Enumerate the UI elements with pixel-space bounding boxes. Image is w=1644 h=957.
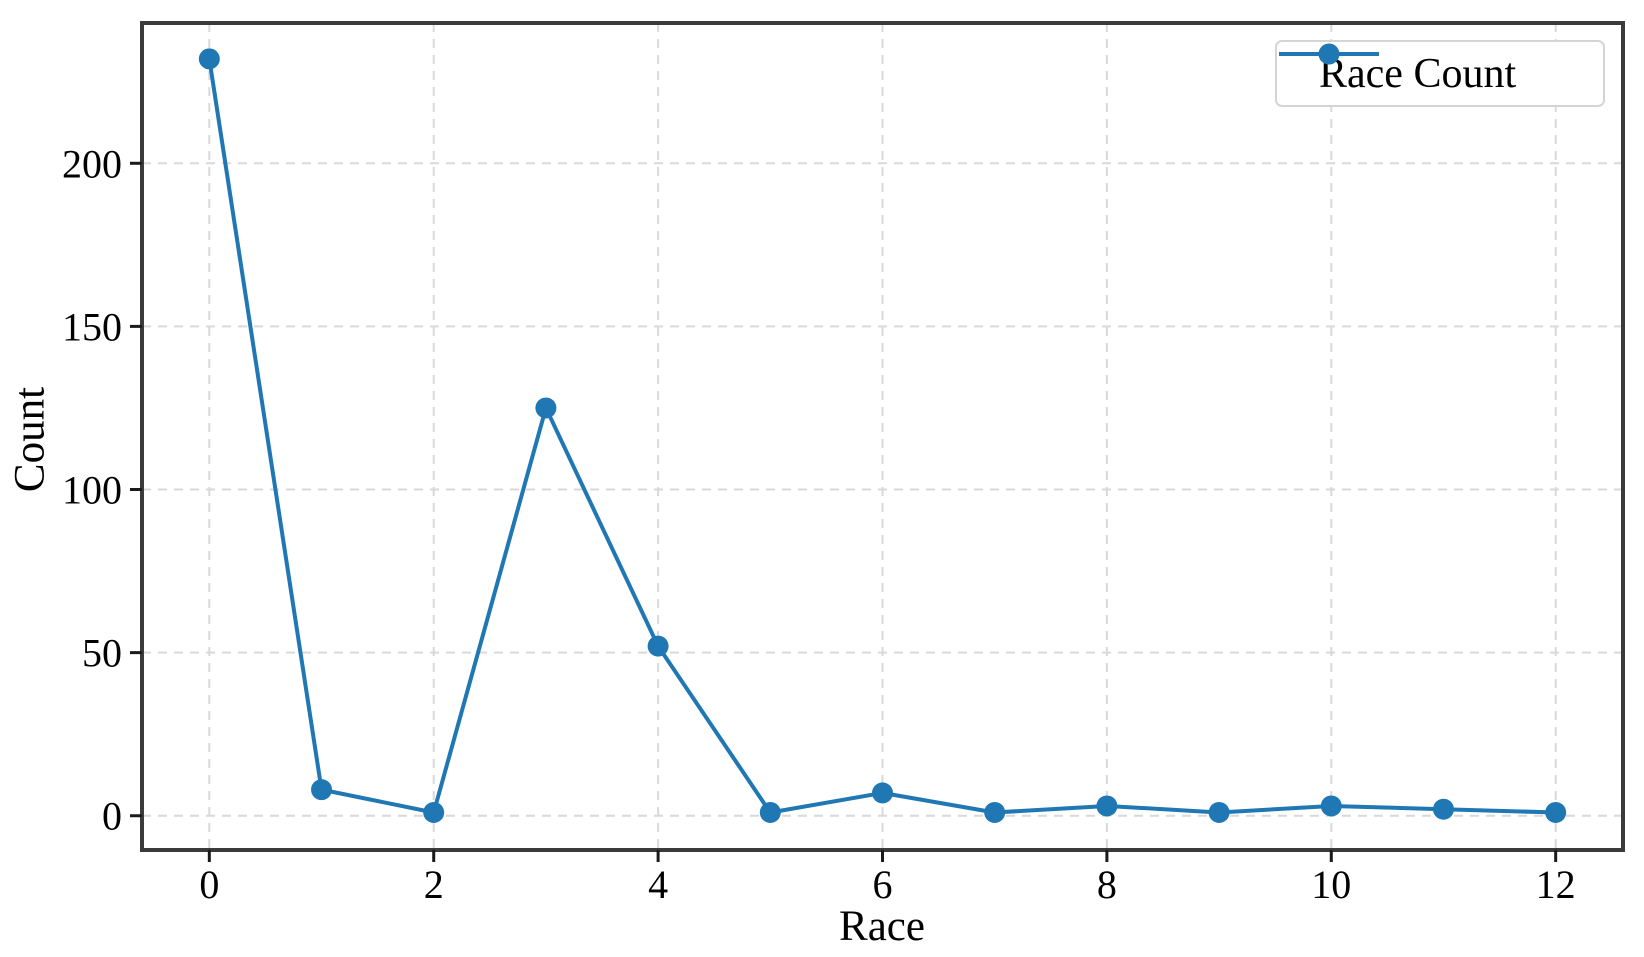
y-tick-label: 200 <box>62 141 122 186</box>
x-tick-label: 10 <box>1311 862 1351 907</box>
x-tick-label: 2 <box>424 862 444 907</box>
y-tick-label: 0 <box>102 794 122 839</box>
grid-lines <box>142 23 1623 850</box>
y-tick-label: 150 <box>62 304 122 349</box>
legend-line-marker-icon <box>1279 43 1379 65</box>
tick-labels: 0 2 4 6 8 10 12 0 50 100 150 200 <box>62 141 1576 907</box>
axes-box <box>140 21 1625 852</box>
x-tick-label: 12 <box>1536 862 1576 907</box>
x-tick-label: 0 <box>199 862 219 907</box>
x-tick-label: 4 <box>648 862 668 907</box>
legend: Race Count <box>1275 40 1605 107</box>
x-tick-label: 6 <box>873 862 893 907</box>
x-axis-label: Race <box>839 903 925 950</box>
axis-ticks <box>130 161 1558 862</box>
y-tick-label: 100 <box>62 468 122 513</box>
y-tick-label: 50 <box>82 631 122 676</box>
data-markers <box>198 48 1567 823</box>
y-axis-label: Count <box>6 386 54 493</box>
x-tick-label: 8 <box>1097 862 1117 907</box>
legend-label: Race Count <box>1319 50 1517 97</box>
